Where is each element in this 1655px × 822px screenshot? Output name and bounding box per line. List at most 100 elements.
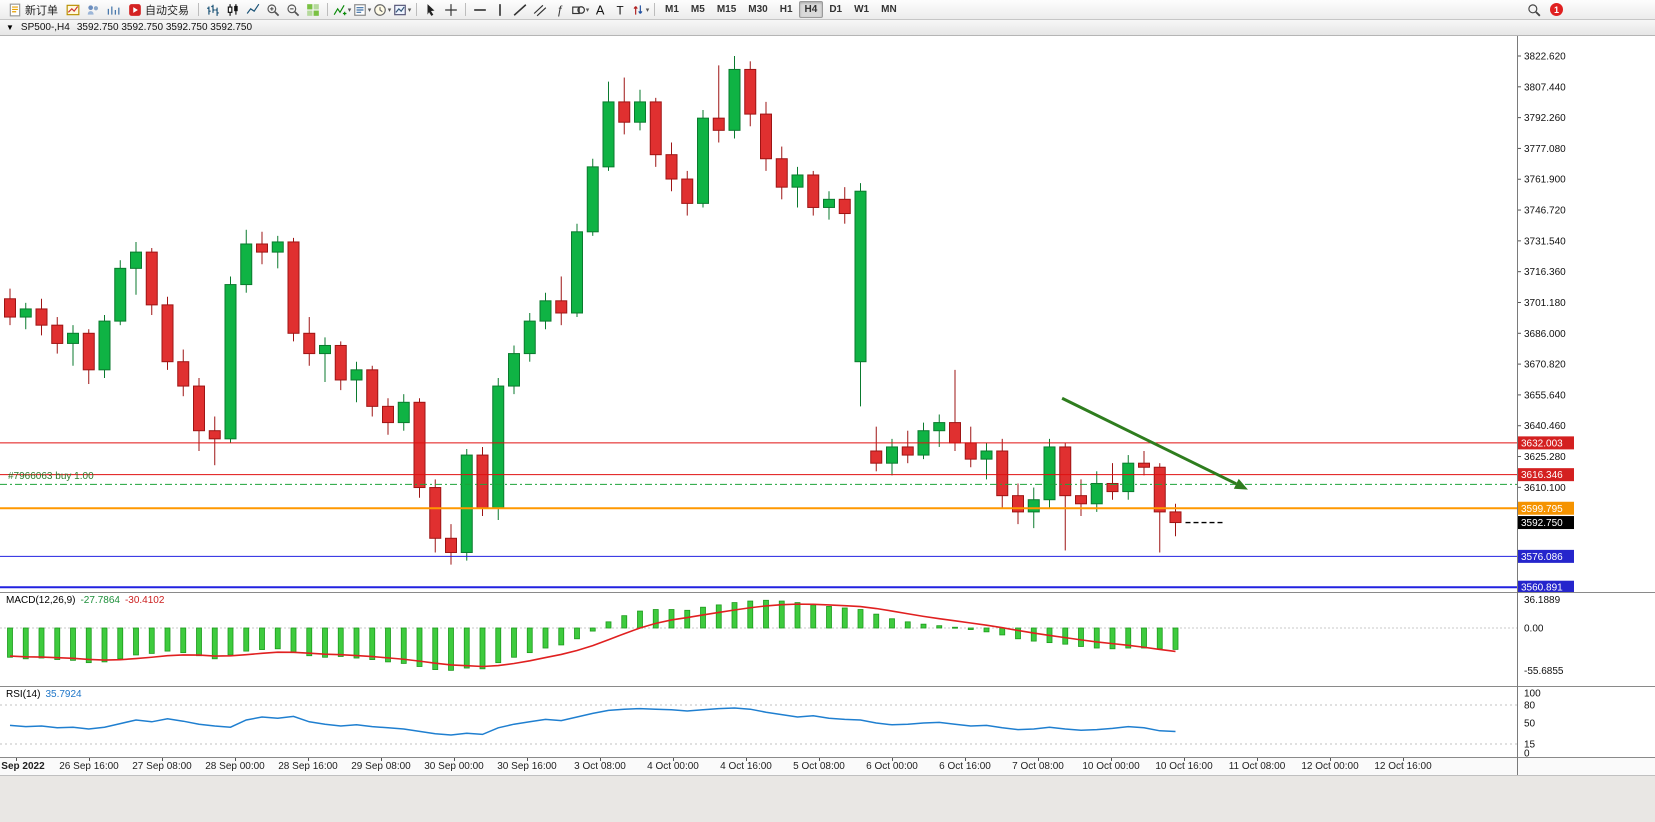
periods-button[interactable]: ▾ <box>372 2 392 18</box>
svg-text:3792.260: 3792.260 <box>1524 113 1566 124</box>
timeframe-mn[interactable]: MN <box>881 4 897 15</box>
time-label: 28 Sep 00:00 <box>205 761 265 772</box>
rsi-axis-label: 15 <box>1524 740 1536 751</box>
shapes-button[interactable]: ▾ <box>570 2 590 18</box>
indicators-button[interactable]: ▾ <box>332 2 352 18</box>
time-label: 26 Sep 16:00 <box>59 761 119 772</box>
crosshair-button[interactable] <box>441 2 461 18</box>
price-axis[interactable]: 3822.620 3807.440 3792.260 3777.080 3761.900… <box>1517 52 1566 494</box>
macd-histogram <box>7 599 1179 671</box>
tile-icon <box>307 3 319 16</box>
dropdown-arrow-icon[interactable]: ▾ <box>347 6 352 14</box>
new-order-button-label: 新订单 <box>25 4 58 17</box>
search-icon <box>1528 3 1541 16</box>
vertical-line-button[interactable] <box>490 2 510 18</box>
indicator-list-button[interactable]: ▾ <box>352 2 372 18</box>
bar-chart-button[interactable] <box>203 2 223 18</box>
new-order-button[interactable]: 新订单 <box>3 2 63 18</box>
svg-text:3731.540: 3731.540 <box>1524 236 1566 247</box>
timeframe-m15[interactable]: M15 <box>716 4 737 15</box>
candles <box>4 56 1182 565</box>
timeframe-d1[interactable]: D1 <box>829 4 843 15</box>
label-button[interactable]: T <box>610 2 630 18</box>
time-axis[interactable]: 26 Sep 2022 26 Sep 16:00 27 Sep 08:00 28 Se… <box>0 757 1655 775</box>
trend-arrow[interactable] <box>1061 396 1237 486</box>
toolbar-right-group: 1 <box>1524 0 1563 19</box>
line-chart-button[interactable] <box>243 2 263 18</box>
macd-canvas[interactable]: 36.1889 0.00 -55.6855 <box>0 593 1655 686</box>
channel-icon <box>533 4 547 16</box>
templates-button[interactable]: ▾ <box>392 2 412 18</box>
time-tick <box>381 758 382 761</box>
fibonacci-button[interactable]: ƒ <box>550 2 570 18</box>
timeframe-h4[interactable]: H4 <box>798 1 824 18</box>
search-button[interactable] <box>1524 2 1544 18</box>
rsi-label: RSI(14) 35.7924 <box>6 689 82 700</box>
macd-panel[interactable]: 36.1889 0.00 -55.6855 MACD(12,26,9) -27.786… <box>0 592 1655 686</box>
zoom-out-icon <box>287 3 300 16</box>
timeframe-w1[interactable]: W1 <box>854 4 870 15</box>
price-chart-panel[interactable]: 3822.620 3807.440 3792.260 3777.080 3761.900… <box>0 36 1655 592</box>
svg-text:3807.440: 3807.440 <box>1524 82 1566 93</box>
timeframe-m30[interactable]: M30 <box>748 4 768 15</box>
template-icon <box>393 4 406 15</box>
trendline-button[interactable] <box>510 2 530 18</box>
notification-badge[interactable]: 1 <box>1550 3 1563 16</box>
time-tick <box>1330 758 1331 761</box>
candles-icon <box>227 3 238 16</box>
shapes-icon <box>571 5 585 14</box>
timeframe-m5[interactable]: M5 <box>690 4 705 15</box>
svg-text:3761.900: 3761.900 <box>1524 175 1566 186</box>
macd-signal-line <box>9 603 1176 668</box>
cursor-icon <box>427 3 435 16</box>
time-label: 7 Oct 08:00 <box>1012 761 1064 772</box>
window-footer <box>0 775 1655 822</box>
dropdown-arrow-icon[interactable]: ▾ <box>407 6 412 14</box>
collapse-icon[interactable]: ▼ <box>6 23 14 32</box>
dropdown-arrow-icon[interactable]: ▾ <box>387 6 392 14</box>
arrows-button[interactable]: ▾ <box>630 2 650 18</box>
cursor-button[interactable] <box>421 2 441 18</box>
time-tick <box>1257 758 1258 761</box>
dropdown-arrow-icon[interactable]: ▾ <box>585 6 590 14</box>
time-tick <box>1403 758 1404 761</box>
new-chart-button[interactable] <box>63 2 83 18</box>
horizontal-line-button[interactable] <box>470 2 490 18</box>
price-chart-canvas[interactable]: 3822.620 3807.440 3792.260 3777.080 3761.900… <box>0 36 1655 592</box>
zoom-out-button[interactable] <box>283 2 303 18</box>
dropdown-arrow-icon[interactable]: ▾ <box>645 6 650 14</box>
timeframe-m1[interactable]: M1 <box>665 4 679 15</box>
autotrade-icon <box>129 3 141 16</box>
time-tick <box>1038 758 1039 761</box>
time-tick <box>308 758 309 761</box>
timeframe-h1[interactable]: H1 <box>779 4 793 15</box>
svg-text:3625.280: 3625.280 <box>1524 452 1566 463</box>
price-box <box>1518 516 1574 530</box>
new-order-icon <box>9 3 21 16</box>
tile-windows-button[interactable] <box>303 2 323 18</box>
chart-title-strip: ▼ SP500-,H4 3592.750 3592.750 3592.750 3… <box>0 20 1655 36</box>
zoom-in-button[interactable] <box>263 2 283 18</box>
time-tick <box>1111 758 1112 761</box>
auto-trading-button[interactable]: 自动交易 <box>123 2 194 18</box>
vline-icon <box>499 3 501 16</box>
macd-axis-label: 0.00 <box>1524 624 1544 635</box>
time-tick <box>162 758 163 761</box>
market-watch-button[interactable] <box>103 2 123 18</box>
open-position-label[interactable]: #7966063 buy 1.00 <box>8 471 94 483</box>
candle-chart-button[interactable] <box>223 2 243 18</box>
rsi-panel[interactable]: 100 80 50 15 0 RSI(14) 35.7924 <box>0 686 1655 757</box>
svg-text:3822.620: 3822.620 <box>1524 52 1566 63</box>
text-button[interactable]: A <box>590 2 610 18</box>
svg-text:3670.820: 3670.820 <box>1524 360 1566 371</box>
auto-trading-button-label: 自动交易 <box>145 4 189 17</box>
channel-button[interactable] <box>530 2 550 18</box>
rsi-axis-label: 0 <box>1524 749 1530 758</box>
time-tick <box>673 758 674 761</box>
dropdown-arrow-icon[interactable]: ▾ <box>367 6 372 14</box>
profiles-button[interactable] <box>83 2 103 18</box>
time-tick <box>1184 758 1185 761</box>
time-label: 30 Sep 16:00 <box>497 761 557 772</box>
svg-text:3632.003: 3632.003 <box>1521 438 1563 449</box>
